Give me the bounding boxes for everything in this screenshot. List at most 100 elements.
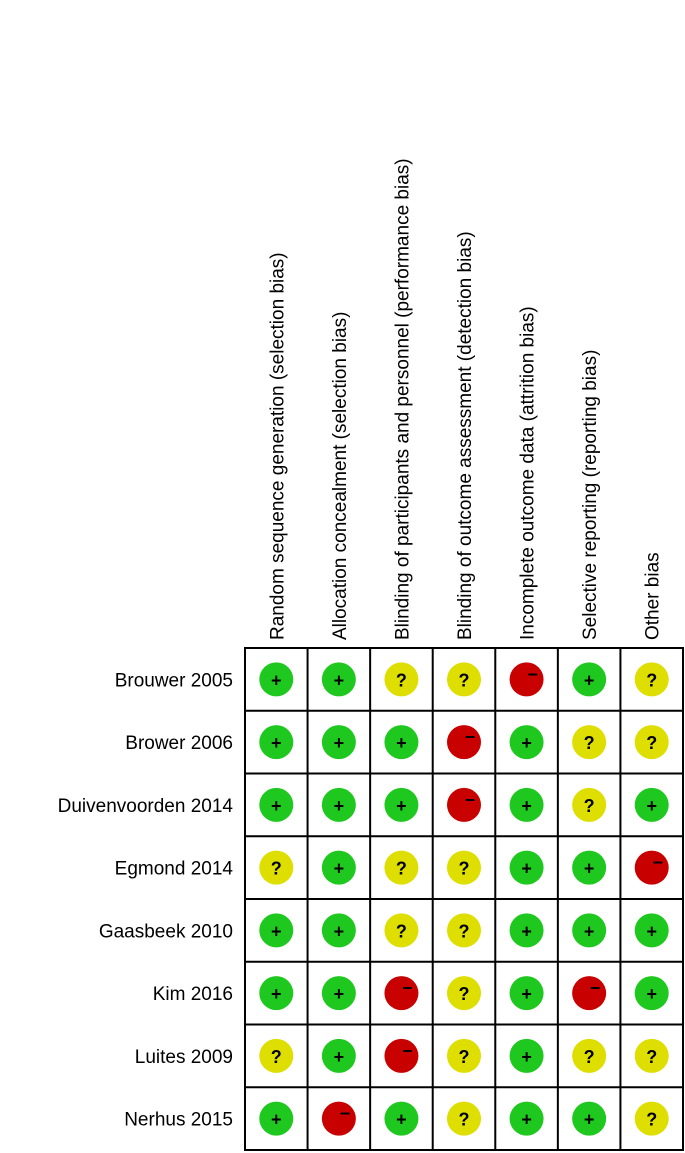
risk-circle (259, 1101, 294, 1136)
risk-symbol: ? (459, 921, 470, 941)
risk-cell: ? (259, 850, 294, 885)
risk-symbol: + (584, 1110, 595, 1130)
study-label: Duivenvoorden 2014 (58, 796, 234, 817)
column-header: Blinding of participants and personnel (… (392, 158, 413, 640)
risk-circle (509, 662, 544, 697)
risk-cell: ? (634, 725, 669, 760)
risk-symbol: ? (459, 859, 470, 879)
risk-symbol: + (646, 984, 657, 1004)
risk-symbol: + (646, 796, 657, 816)
risk-cell: + (634, 913, 669, 948)
risk-symbol: + (396, 796, 407, 816)
risk-circle (384, 976, 419, 1011)
risk-symbol: ? (584, 796, 595, 816)
risk-cell: + (384, 787, 419, 822)
risk-symbol: ? (646, 1110, 657, 1130)
study-label: Brower 2006 (125, 733, 233, 754)
risk-symbol: + (334, 796, 345, 816)
study-label: Luites 2009 (135, 1047, 233, 1068)
risk-cell: ? (634, 662, 669, 697)
risk-symbol: ? (459, 1047, 470, 1067)
risk-circle (447, 725, 481, 760)
risk-symbol: ? (459, 1110, 470, 1130)
column-header: Incomplete outcome data (attrition bias) (518, 306, 539, 640)
risk-circle (447, 913, 481, 948)
risk-cell: + (509, 1038, 544, 1073)
risk-circle (321, 662, 356, 697)
risk-symbol: − (402, 978, 413, 998)
risk-cell: + (509, 787, 544, 822)
risk-cell: ? (259, 1038, 294, 1073)
risk-symbol: ? (396, 670, 407, 690)
risk-symbol: − (402, 1041, 413, 1061)
risk-circle (384, 1038, 419, 1073)
risk-cell: + (321, 1038, 356, 1073)
risk-circle (509, 1038, 544, 1073)
risk-cell: ? (447, 1038, 481, 1073)
risk-cell: + (509, 913, 544, 948)
risk-symbol: ? (396, 921, 407, 941)
risk-cell: − (634, 850, 669, 885)
risk-circle (259, 725, 294, 760)
risk-cell: − (572, 976, 607, 1011)
column-header: Blinding of outcome assessment (detectio… (455, 231, 476, 640)
risk-circle (384, 725, 419, 760)
risk-symbol: + (521, 921, 532, 941)
risk-circle (634, 1038, 669, 1073)
risk-cell: − (447, 787, 481, 822)
risk-symbol: + (646, 921, 657, 941)
risk-cell: ? (447, 913, 481, 948)
risk-cell: − (509, 662, 544, 697)
risk-symbol: + (334, 733, 345, 753)
risk-circle (384, 850, 419, 885)
risk-symbol: ? (646, 733, 657, 753)
risk-cell: + (509, 976, 544, 1011)
risk-symbol: + (521, 1047, 532, 1067)
risk-symbol: ? (459, 670, 470, 690)
risk-symbol: + (584, 859, 595, 879)
risk-symbol: + (584, 921, 595, 941)
risk-circle (572, 725, 607, 760)
risk-symbol: + (271, 670, 282, 690)
risk-cell: + (572, 1101, 607, 1136)
risk-circle (509, 787, 544, 822)
risk-symbol: ? (584, 733, 595, 753)
risk-symbol: + (271, 921, 282, 941)
risk-circle (509, 976, 544, 1011)
risk-circle (384, 787, 419, 822)
risk-symbol: + (271, 796, 282, 816)
study-label: Kim 2016 (153, 984, 233, 1005)
risk-circle (634, 662, 669, 697)
study-label: Gaasbeek 2010 (99, 921, 233, 942)
risk-symbol: + (334, 1047, 345, 1067)
risk-cell: ? (384, 913, 419, 948)
risk-circle (259, 1038, 294, 1073)
risk-symbol: + (334, 921, 345, 941)
risk-symbol: + (521, 796, 532, 816)
risk-cell: ? (447, 1101, 481, 1136)
risk-cell: + (321, 850, 356, 885)
risk-circle (572, 1101, 607, 1136)
risk-circle (634, 1101, 669, 1136)
risk-symbol: + (271, 1110, 282, 1130)
risk-cell: + (509, 725, 544, 760)
risk-circle (509, 850, 544, 885)
risk-circle (572, 662, 607, 697)
risk-circle (321, 787, 356, 822)
risk-symbol: + (271, 733, 282, 753)
risk-symbol: + (334, 670, 345, 690)
risk-circle (321, 725, 356, 760)
risk-cell: ? (634, 1038, 669, 1073)
study-label: Brouwer 2005 (115, 670, 233, 691)
risk-cell: + (572, 662, 607, 697)
risk-symbol: − (465, 727, 476, 747)
risk-cell: + (384, 725, 419, 760)
risk-cell: − (384, 1038, 419, 1073)
risk-cell: − (384, 976, 419, 1011)
risk-symbol: + (521, 1110, 532, 1130)
risk-circle (572, 913, 607, 948)
risk-symbol: − (527, 664, 538, 684)
risk-circle (572, 1038, 607, 1073)
risk-circle (447, 662, 481, 697)
